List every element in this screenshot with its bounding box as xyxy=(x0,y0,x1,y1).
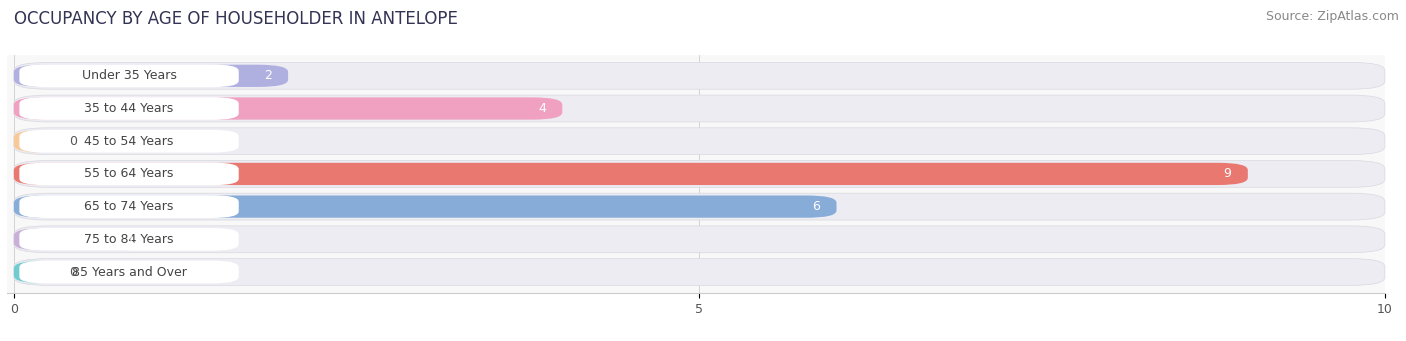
FancyBboxPatch shape xyxy=(20,97,239,120)
FancyBboxPatch shape xyxy=(20,228,239,251)
FancyBboxPatch shape xyxy=(14,128,1385,154)
Text: 85 Years and Over: 85 Years and Over xyxy=(72,266,187,279)
FancyBboxPatch shape xyxy=(14,62,1385,89)
Text: 0: 0 xyxy=(69,135,77,148)
FancyBboxPatch shape xyxy=(14,228,150,250)
FancyBboxPatch shape xyxy=(14,258,1385,285)
Text: 65 to 74 Years: 65 to 74 Years xyxy=(84,200,174,213)
FancyBboxPatch shape xyxy=(14,195,837,218)
Text: 55 to 64 Years: 55 to 64 Years xyxy=(84,167,174,180)
FancyBboxPatch shape xyxy=(14,163,1247,185)
FancyBboxPatch shape xyxy=(14,95,1385,122)
Text: 75 to 84 Years: 75 to 84 Years xyxy=(84,233,174,246)
Text: 35 to 44 Years: 35 to 44 Years xyxy=(84,102,174,115)
Text: 9: 9 xyxy=(1223,167,1232,180)
Text: 2: 2 xyxy=(264,69,271,82)
FancyBboxPatch shape xyxy=(20,195,239,218)
Text: 45 to 54 Years: 45 to 54 Years xyxy=(84,135,174,148)
Text: Under 35 Years: Under 35 Years xyxy=(82,69,177,82)
Text: 0: 0 xyxy=(69,266,77,279)
FancyBboxPatch shape xyxy=(14,98,562,120)
Text: Source: ZipAtlas.com: Source: ZipAtlas.com xyxy=(1265,10,1399,23)
FancyBboxPatch shape xyxy=(14,161,1385,187)
FancyBboxPatch shape xyxy=(20,64,239,87)
Text: OCCUPANCY BY AGE OF HOUSEHOLDER IN ANTELOPE: OCCUPANCY BY AGE OF HOUSEHOLDER IN ANTEL… xyxy=(14,10,458,28)
FancyBboxPatch shape xyxy=(14,226,1385,253)
Text: 1: 1 xyxy=(127,233,135,246)
FancyBboxPatch shape xyxy=(14,130,52,152)
FancyBboxPatch shape xyxy=(14,261,52,283)
FancyBboxPatch shape xyxy=(14,193,1385,220)
Text: 6: 6 xyxy=(813,200,820,213)
FancyBboxPatch shape xyxy=(20,163,239,185)
FancyBboxPatch shape xyxy=(20,130,239,153)
FancyBboxPatch shape xyxy=(20,261,239,283)
Text: 4: 4 xyxy=(538,102,546,115)
FancyBboxPatch shape xyxy=(14,65,288,87)
